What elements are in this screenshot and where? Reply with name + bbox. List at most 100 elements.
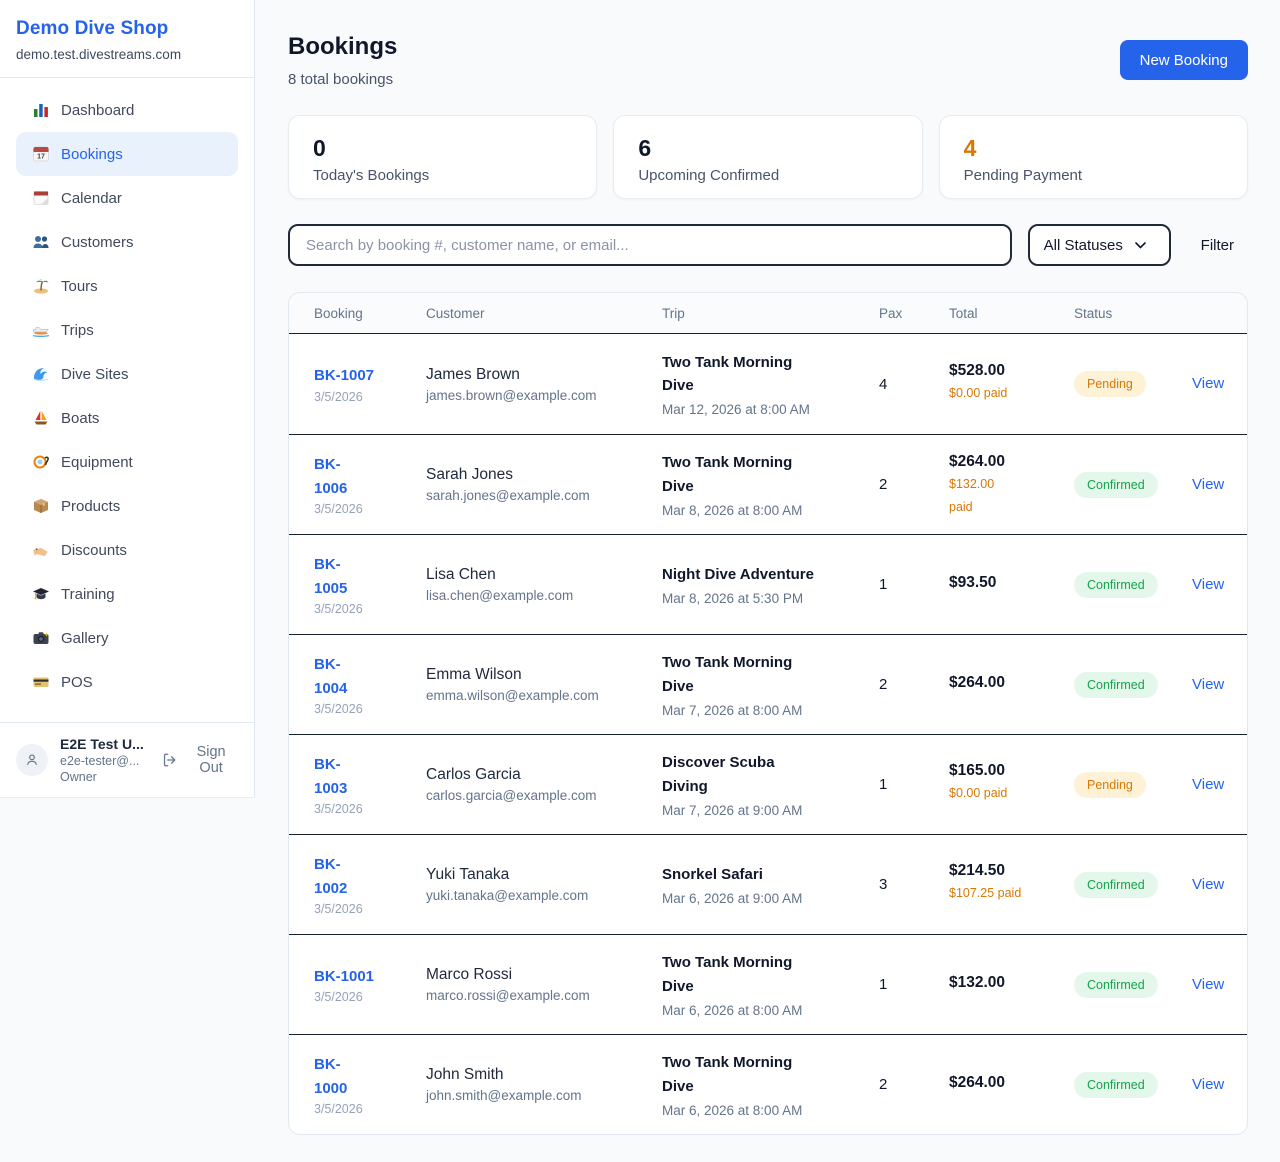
- user-name: E2E Test U...: [60, 736, 144, 752]
- sidebar-item-products[interactable]: Products: [16, 484, 238, 528]
- trip-name: Two Tank Morning: [662, 454, 793, 472]
- sidebar-item-training[interactable]: Training: [16, 572, 238, 616]
- sidebar-item-gallery[interactable]: Gallery: [16, 616, 238, 660]
- booking-id-link[interactable]: BK- 1003: [314, 756, 348, 797]
- sidebar-item-discounts[interactable]: Discounts: [16, 528, 238, 572]
- sidebar-item-label: Boats: [61, 409, 100, 427]
- booking-row: BK- 1005 3/5/2026 Lisa Chen lisa.chen@ex…: [289, 534, 1247, 634]
- booking-id-link[interactable]: BK-1007: [314, 367, 375, 385]
- customer-email: sarah.jones@example.com: [426, 488, 590, 503]
- new-booking-button[interactable]: New Booking: [1119, 40, 1248, 80]
- status-badge: Confirmed: [1074, 871, 1158, 898]
- total-amount: $93.50: [949, 573, 997, 591]
- booking-id-link[interactable]: BK- 1002: [314, 856, 348, 897]
- customer-name: Marco Rossi: [426, 966, 513, 983]
- header-trip: Trip: [662, 305, 685, 321]
- customer-name: Sarah Jones: [426, 466, 514, 483]
- graduation-cap-icon: [32, 585, 50, 603]
- view-link[interactable]: View: [1192, 475, 1225, 493]
- customer-name: Yuki Tanaka: [426, 866, 510, 883]
- stats-row: 0 Today's Bookings 6 Upcoming Confirmed …: [288, 115, 1248, 199]
- sidebar-item-label: Equipment: [61, 453, 133, 471]
- booking-date: 3/5/2026: [314, 990, 363, 1005]
- trip-datetime: Mar 7, 2026 at 8:00 AM: [662, 702, 803, 718]
- paid-amount: paid: [949, 499, 973, 514]
- sidebar-item-label: Trips: [61, 321, 94, 339]
- sidebar-item-tours[interactable]: Tours: [16, 264, 238, 308]
- sidebar-item-label: Products: [61, 497, 121, 515]
- tag-icon: [32, 541, 50, 559]
- view-link[interactable]: View: [1192, 775, 1225, 793]
- sidebar-item-label: Customers: [61, 233, 134, 251]
- booking-date: 3/5/2026: [314, 1101, 363, 1116]
- customer-email: emma.wilson@example.com: [426, 688, 599, 703]
- booking-row: BK- 1003 3/5/2026 Carlos Garcia carlos.g…: [289, 734, 1247, 834]
- sidebar-item-customers[interactable]: Customers: [16, 220, 238, 264]
- view-link[interactable]: View: [1192, 375, 1225, 392]
- trip-datetime: Mar 12, 2026 at 8:00 AM: [662, 402, 810, 418]
- status-badge: Pending: [1074, 371, 1146, 397]
- sidebar-item-calendar[interactable]: Calendar: [16, 176, 238, 220]
- pax-count: 1: [879, 976, 888, 993]
- customer-name: John Smith: [426, 1066, 504, 1083]
- sidebar-item-equipment[interactable]: Equipment: [16, 440, 238, 484]
- sidebar-item-label: Dashboard: [61, 101, 135, 119]
- sidebar-item-trips[interactable]: Trips: [16, 308, 238, 352]
- brand-title: Demo Dive Shop: [16, 18, 169, 39]
- sidebar-item-dashboard[interactable]: Dashboard: [16, 88, 238, 132]
- stat-value: 6: [638, 135, 652, 161]
- sidebar-item-bookings[interactable]: 17 Bookings: [16, 132, 238, 176]
- status-badge: Pending: [1074, 771, 1146, 798]
- customer-name: James Brown: [426, 365, 520, 383]
- page-header: Bookings 8 total bookings New Booking: [288, 33, 1248, 88]
- sidebar-item-label: Gallery: [61, 629, 109, 647]
- sidebar-item-dive-sites[interactable]: Dive Sites: [16, 352, 238, 396]
- view-link[interactable]: View: [1192, 975, 1225, 993]
- booking-id-link[interactable]: BK- 1006: [314, 456, 348, 497]
- trip-name: Dive: [662, 677, 694, 695]
- trip-datetime: Mar 6, 2026 at 9:00 AM: [662, 891, 803, 907]
- people-icon: [32, 233, 50, 251]
- booking-date: 3/5/2026: [314, 389, 363, 404]
- total-amount: $165.00: [949, 762, 1006, 780]
- package-icon: [32, 497, 50, 515]
- booking-date: 3/5/2026: [314, 501, 363, 516]
- customer-email: john.smith@example.com: [426, 1088, 582, 1103]
- booking-id-link[interactable]: BK- 1005: [314, 556, 348, 597]
- status-filter-select[interactable]: All Statuses: [1027, 224, 1171, 266]
- booking-row: BK-1007 3/5/2026 James Brown james.brown…: [289, 334, 1247, 434]
- booking-date: 3/5/2026: [314, 601, 363, 616]
- sidebar-item-boats[interactable]: Boats: [16, 396, 238, 440]
- status-badge: Confirmed: [1074, 471, 1158, 498]
- customer-email: lisa.chen@example.com: [426, 588, 574, 603]
- trip-name: Two Tank Morning: [662, 654, 793, 672]
- booking-id-link[interactable]: BK- 1004: [314, 656, 348, 697]
- booking-id-link[interactable]: BK- 1000: [314, 1056, 348, 1097]
- credit-card-icon: [32, 673, 50, 691]
- brand-domain: demo.test.divestreams.com: [16, 47, 182, 62]
- trip-datetime: Mar 7, 2026 at 9:00 AM: [662, 802, 803, 818]
- sidebar-item-pos[interactable]: POS: [16, 660, 238, 704]
- sidebar-item-label: Dive Sites: [61, 365, 129, 383]
- search-input[interactable]: [288, 224, 1012, 266]
- view-link[interactable]: View: [1192, 675, 1225, 693]
- header-total: Total: [949, 305, 978, 321]
- total-amount: $132.00: [949, 973, 1006, 991]
- header-status: Status: [1074, 305, 1113, 321]
- stat-label: Today's Bookings: [313, 167, 430, 184]
- bookings-table: Booking Customer Trip Pax Total Status B…: [288, 292, 1248, 1135]
- camera-icon: [32, 629, 50, 647]
- view-link[interactable]: View: [1192, 575, 1225, 593]
- filter-row: All Statuses Filter: [288, 224, 1248, 266]
- booking-date: 3/5/2026: [314, 701, 363, 716]
- user-role: Owner: [60, 770, 97, 784]
- trip-name: Dive: [662, 1077, 694, 1095]
- chevron-down-icon: [1135, 241, 1146, 249]
- trip-name: Snorkel Safari: [662, 865, 763, 883]
- trip-datetime: Mar 8, 2026 at 8:00 AM: [662, 502, 803, 518]
- booking-id-link[interactable]: BK-1001: [314, 967, 375, 985]
- view-link[interactable]: View: [1192, 1075, 1225, 1093]
- sign-out-button[interactable]: Sign Out: [162, 744, 238, 776]
- filter-button[interactable]: Filter: [1187, 237, 1248, 254]
- view-link[interactable]: View: [1192, 875, 1225, 893]
